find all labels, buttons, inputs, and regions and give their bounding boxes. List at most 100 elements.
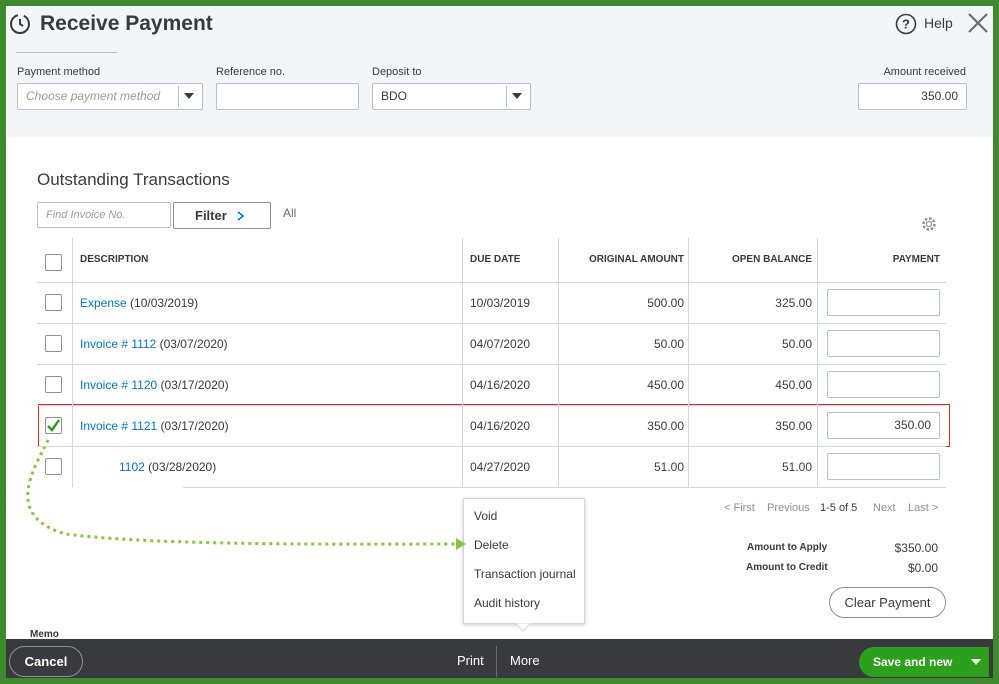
- help-link[interactable]: Help: [924, 15, 953, 31]
- payment-input[interactable]: [827, 453, 940, 480]
- divider: [178, 86, 179, 107]
- section-title: Outstanding Transactions: [37, 170, 230, 189]
- row-checkbox[interactable]: [45, 294, 62, 311]
- row-checkbox[interactable]: [45, 458, 62, 475]
- placeholder: Find Invoice No.: [46, 209, 126, 221]
- description: Invoice # 1112 (03/07/2020): [80, 337, 228, 351]
- transaction-date: (03/28/2020): [148, 460, 217, 474]
- column-divider: [817, 238, 818, 487]
- clear-payment-button[interactable]: Clear Payment: [829, 587, 946, 618]
- row-line: [37, 405, 946, 406]
- top-panel: [6, 6, 993, 137]
- transaction-link[interactable]: Invoice # 1120: [80, 378, 158, 392]
- transaction-link[interactable]: Expense: [80, 296, 127, 310]
- row-line: [183, 487, 946, 488]
- last-link[interactable]: Last >: [908, 502, 939, 514]
- divider: [506, 86, 507, 107]
- menu-item[interactable]: Void: [474, 509, 498, 523]
- checkmark: [47, 419, 60, 432]
- open-balance: 50.00: [781, 337, 812, 351]
- deposit-select[interactable]: BDO: [372, 83, 531, 110]
- first-link[interactable]: < First: [724, 502, 755, 514]
- title-underline: [16, 52, 117, 53]
- divider: [496, 646, 497, 677]
- due-date: 04/07/2020: [470, 337, 531, 351]
- next-link[interactable]: Next: [873, 502, 896, 514]
- payment-input[interactable]: [827, 330, 940, 357]
- button-text: Save and new: [873, 655, 953, 669]
- transaction-date: (03/17/2020): [160, 419, 229, 433]
- help-icon[interactable]: ?: [895, 13, 917, 35]
- search-input[interactable]: Find Invoice No.: [37, 202, 171, 228]
- menu-item[interactable]: Transaction journal: [474, 567, 576, 581]
- row-line: [37, 364, 946, 365]
- dropdown-arrow: [184, 93, 194, 99]
- payment-input[interactable]: [827, 289, 940, 316]
- payment-method-label: Payment method: [17, 66, 101, 78]
- column-header: DUE DATE: [470, 254, 521, 265]
- payment-input[interactable]: [827, 371, 940, 398]
- menu-item[interactable]: Audit history: [474, 596, 541, 610]
- transaction-date: (03/07/2020): [159, 337, 228, 351]
- payment-value: 350.00: [894, 418, 931, 432]
- deposit-value: BDO: [381, 89, 408, 103]
- open-balance: 325.00: [775, 296, 812, 310]
- print-button[interactable]: Print: [457, 653, 484, 668]
- transaction-date: (03/17/2020): [160, 378, 229, 392]
- transaction-date: (10/03/2019): [130, 296, 199, 310]
- due-date: 04/16/2020: [470, 378, 531, 392]
- payment-method-select[interactable]: Choose payment method: [17, 83, 203, 110]
- more-button[interactable]: More: [510, 653, 540, 668]
- original-amount: 350.00: [647, 419, 684, 433]
- row-line: [37, 446, 946, 447]
- column-header: ORIGINAL AMOUNT: [589, 254, 684, 265]
- save-new-button[interactable]: Save and new: [859, 647, 989, 677]
- settings-gear[interactable]: [920, 215, 938, 233]
- transaction-link[interactable]: 1102: [119, 460, 145, 474]
- row-checkbox[interactable]: [45, 376, 62, 393]
- row-checkbox[interactable]: [45, 335, 62, 352]
- transaction-link[interactable]: Invoice # 1121: [80, 419, 158, 433]
- cancel-button[interactable]: Cancel: [9, 646, 83, 677]
- filter-button[interactable]: Filter: [173, 202, 271, 229]
- open-balance: 350.00: [775, 419, 812, 433]
- deposit-label: Deposit to: [372, 66, 422, 78]
- payment-input[interactable]: 350.00: [827, 412, 940, 439]
- original-amount: 51.00: [653, 460, 684, 474]
- apply-label: Amount to Apply: [747, 542, 828, 553]
- more-menu: Void Delete Transaction journal Audit hi…: [463, 498, 585, 624]
- due-date: 04/16/2020: [470, 419, 531, 433]
- transaction-link[interactable]: Invoice # 1112: [80, 337, 157, 351]
- history-icon[interactable]: [8, 12, 32, 36]
- reference-input[interactable]: [216, 83, 359, 110]
- description: Expense (10/03/2019): [80, 296, 198, 310]
- button-text: Clear Payment: [844, 595, 931, 610]
- header-checkbox[interactable]: [45, 254, 62, 271]
- original-amount: 450.00: [647, 378, 684, 392]
- menu-pointer: [515, 623, 531, 632]
- chevron: [237, 211, 245, 221]
- original-amount: 50.00: [653, 337, 684, 351]
- table-line: [37, 282, 946, 283]
- footer-bar: [6, 639, 993, 678]
- column-header: OPEN BALANCE: [731, 254, 812, 265]
- row-checkbox[interactable]: [45, 417, 62, 434]
- amount-label: Amount received: [883, 66, 966, 78]
- column-divider: [688, 238, 689, 487]
- title: Receive Payment: [40, 12, 213, 35]
- all-label: All: [283, 206, 297, 220]
- description: Invoice # 1121 (03/17/2020): [80, 419, 229, 433]
- menu-item[interactable]: Delete: [474, 538, 509, 552]
- column-divider: [462, 238, 463, 487]
- amount-input[interactable]: 350.00: [858, 83, 967, 110]
- original-amount: 500.00: [647, 296, 684, 310]
- due-date: 04/27/2020: [470, 460, 531, 474]
- column-header: DESCRIPTION: [80, 254, 149, 265]
- previous-link[interactable]: Previous: [767, 502, 810, 514]
- amount-value: 350.00: [921, 89, 958, 103]
- close-button[interactable]: [967, 12, 989, 34]
- description: Invoice # 1120 (03/17/2020): [80, 378, 229, 392]
- dropdown-arrow: [512, 93, 522, 99]
- filter-text: Filter: [195, 208, 227, 223]
